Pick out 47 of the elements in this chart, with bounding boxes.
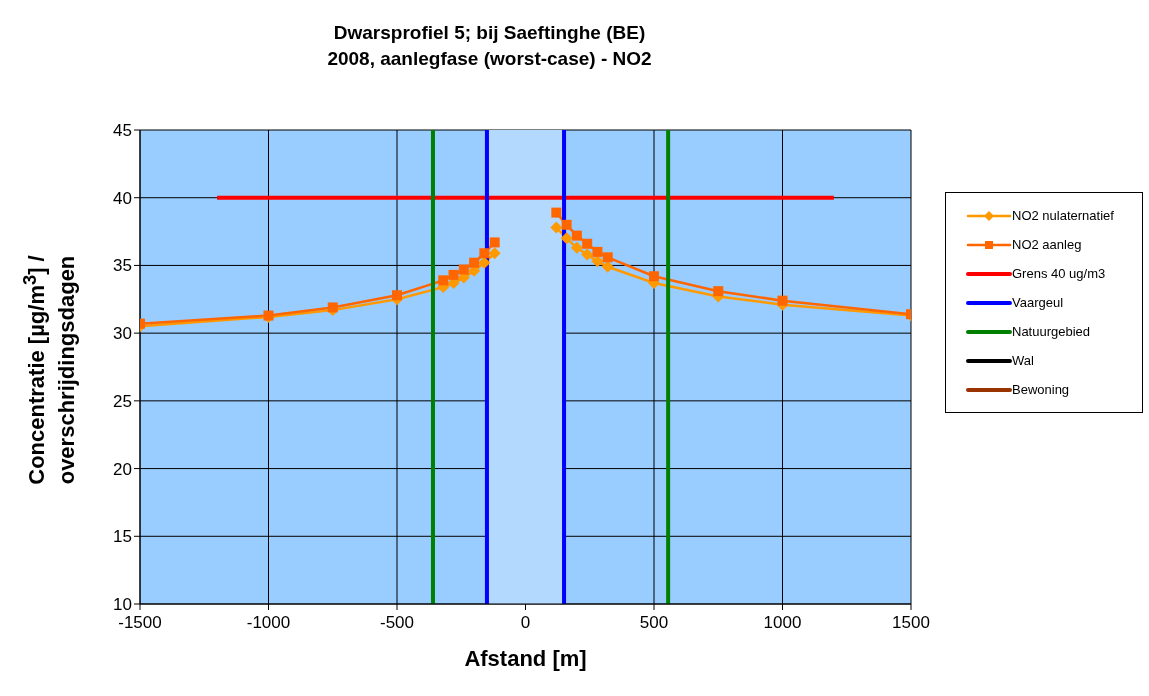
point: [488, 247, 501, 260]
y-tick-label: 10: [113, 595, 132, 615]
legend-label: NO2 aanleg: [1012, 237, 1082, 252]
x-tick-label: -1000: [246, 613, 291, 633]
y-tick-label: 30: [113, 324, 132, 344]
point: [327, 302, 338, 313]
point: [448, 269, 459, 280]
y-tick-label: 15: [113, 527, 132, 547]
point: [479, 248, 490, 259]
point: [469, 257, 480, 268]
y-tick-label: 25: [113, 391, 132, 411]
x-tick-label: 1000: [763, 613, 802, 633]
y-tick-label: 35: [113, 256, 132, 276]
point: [458, 264, 469, 275]
point: [581, 248, 594, 261]
chart-title: Dwarsprofiel 5; bij Saeftinghe (BE) 2008, aanlegfase (worst-case) - NO2: [326, 21, 653, 71]
point: [392, 290, 402, 301]
legend-label: Grens 40 ug/m3: [1012, 266, 1106, 281]
x-tick-label: 1500: [892, 613, 930, 633]
point: [602, 252, 613, 263]
point: [592, 246, 603, 257]
legend-label: NO2 nulaternatief: [1012, 208, 1114, 223]
x-tick-label: 0: [520, 613, 531, 633]
y-tick-label: 20: [113, 459, 132, 479]
x-tick-label: -500: [379, 613, 415, 633]
point: [551, 207, 562, 218]
x-axis-title: Afstand [m]: [463, 646, 588, 672]
y-tick-label: 45: [113, 121, 132, 141]
x-tick-label: 500: [639, 613, 669, 633]
point: [591, 255, 604, 268]
point: [560, 232, 573, 245]
point: [571, 230, 582, 241]
legend-label: Vaargeul: [1012, 295, 1064, 310]
point: [489, 237, 500, 248]
legend-label: Bewoning: [1012, 382, 1070, 397]
point: [438, 275, 449, 286]
x-tick-label: -1500: [118, 613, 162, 633]
point: [649, 271, 659, 282]
point: [561, 219, 572, 230]
legend-label: Natuurgebied: [1012, 324, 1091, 339]
point: [570, 241, 583, 254]
point: [582, 238, 593, 249]
y-tick-label: 40: [113, 188, 132, 208]
point: [550, 221, 563, 234]
legend-label: Wal: [1012, 353, 1034, 368]
point: [777, 295, 788, 306]
point: [713, 286, 724, 297]
